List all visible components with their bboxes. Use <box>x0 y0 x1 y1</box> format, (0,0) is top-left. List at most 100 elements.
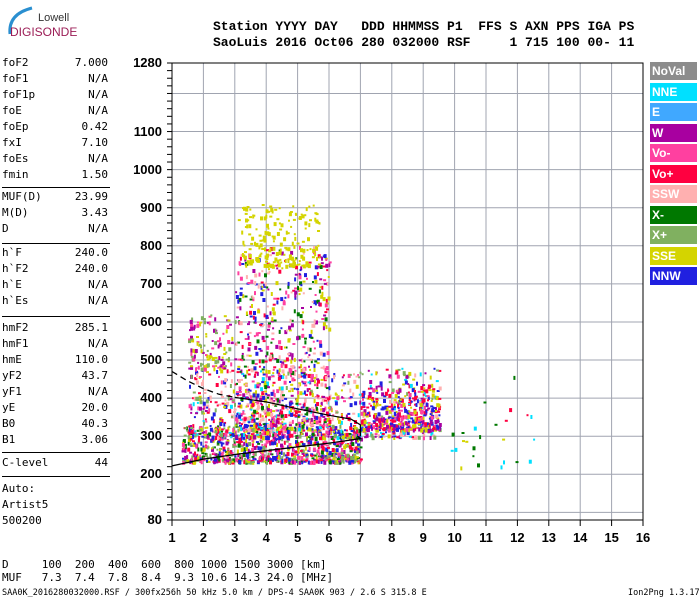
echo-point <box>233 408 237 411</box>
echo-point <box>396 424 399 427</box>
echo-point <box>278 269 282 274</box>
echo-point <box>393 436 396 440</box>
echo-point <box>223 457 226 460</box>
echo-point <box>189 451 193 454</box>
echo-point <box>384 428 388 431</box>
echo-point <box>298 366 301 369</box>
echo-point <box>192 357 196 362</box>
echo-point <box>265 427 269 432</box>
echo-point <box>236 413 239 415</box>
echo-point <box>396 426 399 428</box>
echo-point <box>311 435 314 438</box>
echo-point <box>205 399 209 404</box>
echo-point <box>220 390 223 395</box>
echo-point <box>265 415 267 418</box>
echo-point <box>335 411 339 414</box>
echo-point <box>362 406 365 409</box>
echo-point <box>269 397 273 400</box>
echo-point <box>382 423 385 426</box>
echo-point <box>358 376 361 379</box>
echo-point <box>355 441 358 444</box>
echo-point <box>241 352 244 355</box>
echo-point <box>369 424 372 429</box>
echo-point <box>288 460 291 464</box>
echo-point <box>397 368 401 371</box>
echo-point <box>328 263 331 268</box>
echo-point <box>414 419 417 422</box>
echo-point <box>384 391 388 396</box>
echo-point <box>319 286 322 289</box>
echo-point <box>276 300 279 305</box>
echo-point <box>264 398 268 403</box>
x-tick-label: 9 <box>419 530 427 545</box>
echo-point <box>247 335 250 340</box>
echo-point <box>327 406 330 409</box>
echo-point <box>221 451 225 454</box>
echo-point <box>229 433 232 436</box>
echo-point <box>233 443 237 446</box>
echo-point <box>224 378 228 383</box>
echo-point <box>257 384 261 387</box>
echo-point <box>425 389 429 394</box>
legend-item: SSW <box>650 185 697 203</box>
echo-point <box>234 358 238 361</box>
echo-point <box>305 406 309 411</box>
echo-point <box>320 378 324 381</box>
echo-point <box>225 358 229 361</box>
echo-point <box>304 352 307 355</box>
echo-point <box>293 460 297 465</box>
echo-point <box>357 445 360 448</box>
echo-point <box>299 273 302 276</box>
echo-point <box>408 435 412 438</box>
echo-point <box>291 419 294 424</box>
echo-point <box>323 379 327 382</box>
echo-point <box>215 365 218 367</box>
echo-point <box>264 282 267 287</box>
echo-point <box>381 415 384 418</box>
echo-point <box>276 389 280 394</box>
echo-point <box>424 427 427 430</box>
echo-point <box>280 327 283 330</box>
echo-point <box>431 398 434 400</box>
echo-point <box>249 395 252 400</box>
echo-point <box>270 413 274 418</box>
echo-point <box>414 403 417 406</box>
echo-point <box>250 279 254 284</box>
echo-point <box>210 416 214 421</box>
echo-point <box>188 338 191 341</box>
echo-point <box>266 455 270 458</box>
echo-point <box>294 293 297 298</box>
echo-point <box>399 425 402 428</box>
echo-point <box>305 453 309 458</box>
echo-point <box>360 406 363 411</box>
echo-point <box>427 407 431 410</box>
echo-point <box>261 405 264 410</box>
echo-point <box>287 371 290 376</box>
echo-point <box>190 374 193 379</box>
echo-point <box>407 426 410 429</box>
echo-point <box>256 433 259 436</box>
echo-point <box>228 409 232 414</box>
echo-point <box>251 456 255 458</box>
echo-point <box>312 352 316 355</box>
echo-point <box>205 430 208 435</box>
echo-point <box>254 400 258 403</box>
echo-point <box>433 435 437 440</box>
echo-point <box>272 424 276 427</box>
echo-point <box>281 306 284 311</box>
echo-point <box>234 434 238 439</box>
echo-point <box>347 380 350 385</box>
echo-point <box>376 391 379 394</box>
echo-point <box>322 326 325 331</box>
echo-point <box>239 454 242 457</box>
echo-point <box>354 431 358 436</box>
echo-point <box>392 427 396 432</box>
echo-point <box>420 428 424 433</box>
echo-point <box>221 456 224 461</box>
echo-point <box>309 248 312 251</box>
echo-point <box>327 431 331 436</box>
x-tick-label: 14 <box>572 530 588 545</box>
echo-point <box>268 357 272 362</box>
echo-point <box>190 348 193 353</box>
